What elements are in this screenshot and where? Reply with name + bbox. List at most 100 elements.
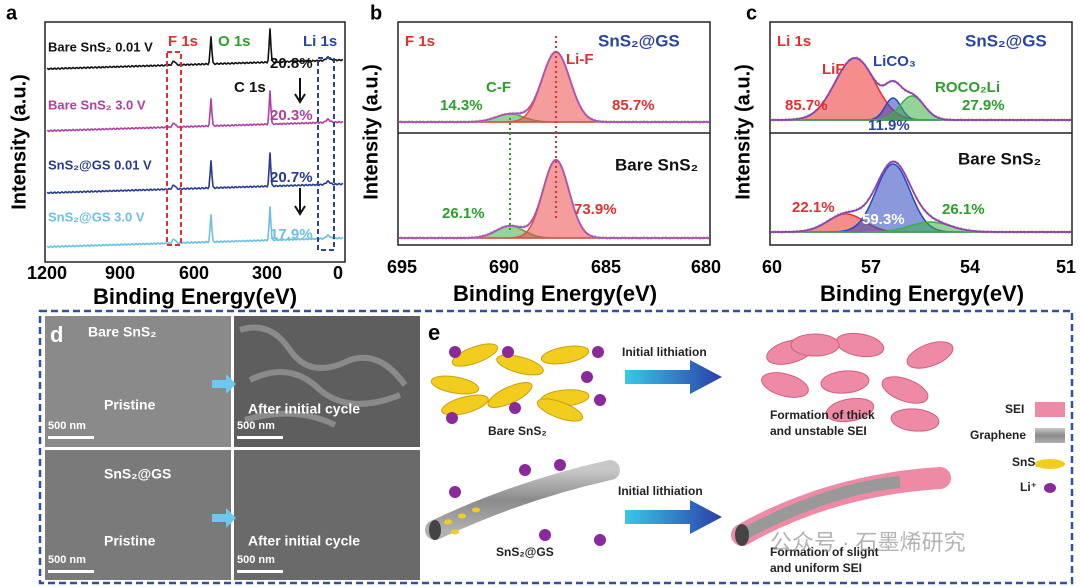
scale-bars: [48, 436, 283, 573]
percent-label: 26.1%: [942, 201, 985, 218]
percent-label: 85.7%: [785, 97, 828, 114]
panel-letter: d: [50, 322, 63, 347]
caption-line: Formation of slight: [770, 545, 879, 559]
li-ion: [594, 394, 606, 406]
sem-image: [234, 450, 420, 580]
image-label: Pristine: [104, 397, 156, 413]
sample-label: Bare SnS₂: [958, 149, 1041, 168]
legend-swatch: [1035, 428, 1065, 443]
panel-letter: a: [6, 2, 18, 24]
peak-name: LiF: [822, 61, 845, 78]
graphene-tube: [425, 460, 620, 540]
percent-label: 22.1%: [792, 199, 835, 216]
li-ion: [449, 486, 461, 498]
legend-swatch: [1044, 483, 1056, 493]
spectra: [46, 28, 344, 249]
watermark: 公众号 · 石墨烯研究: [770, 530, 966, 555]
percent-label: 20.3%: [270, 107, 313, 124]
trace-label: Bare SnS₂ 3.0 V: [48, 97, 146, 112]
spectrum: [46, 28, 344, 71]
sns2-particle: [540, 345, 590, 365]
sns2-particle: [496, 354, 544, 376]
x-tick-label: 685: [591, 257, 621, 277]
li-ion: [539, 529, 551, 541]
li-ion: [502, 346, 514, 358]
peak-name: Li-F: [566, 51, 594, 68]
peak-label: F 1s: [168, 33, 198, 50]
percent-label: 85.7%: [612, 97, 655, 114]
plot-frame: [44, 21, 346, 263]
caption-line: and uniform SEI: [770, 561, 862, 575]
spectra: [398, 50, 710, 241]
peak-name: LiCO₃: [873, 53, 916, 70]
y-axis-label: Intensity (a.u.): [732, 64, 754, 200]
sei-particle: [835, 332, 885, 358]
x-tick-label: 600: [179, 263, 209, 283]
arrow: [625, 360, 722, 394]
sns2-particle: [444, 519, 452, 525]
li-ion: [519, 464, 531, 476]
spectrum: [46, 152, 344, 195]
spectrum: [46, 206, 344, 249]
sample-label: SnS₂@GS: [104, 466, 171, 482]
corner-label: F 1s: [405, 33, 435, 50]
peak-name: ROCO₂Li: [935, 79, 1000, 96]
sei-particle: [825, 397, 875, 423]
scale-label: 500 nm: [237, 420, 275, 432]
li-ion: [594, 534, 606, 546]
li-ion: [592, 346, 604, 358]
sample-label: SnS₂@GS: [496, 545, 554, 559]
envelope: [399, 51, 709, 123]
sei-particle: [890, 408, 940, 432]
x-tick-label: 54: [960, 257, 980, 277]
percent-label: 73.9%: [574, 201, 617, 218]
spectra: [770, 55, 1072, 235]
sample-label: SnS₂@GS: [965, 31, 1047, 50]
scale-bar: [237, 570, 283, 573]
sns2-particle: [451, 343, 499, 367]
sem-image: [45, 316, 231, 447]
li-ion: [446, 412, 458, 424]
trace-label: SnS₂@GS 0.01 V: [48, 157, 152, 172]
image-label: After initial cycle: [248, 533, 360, 549]
trace-label: SnS₂@GS 3.0 V: [48, 209, 145, 224]
scale-bar: [237, 436, 283, 439]
percent-label: 27.9%: [962, 97, 1005, 114]
sns2-particle: [458, 513, 466, 519]
li-ion: [509, 402, 521, 414]
sem-image: [234, 316, 420, 447]
sns2-particle: [472, 507, 480, 513]
spectrum: [46, 90, 344, 133]
image-label: After initial cycle: [248, 401, 360, 417]
peak-label: Li 1s: [303, 33, 337, 50]
x-tick-label: 57: [861, 257, 881, 277]
graphene-core: [739, 476, 901, 541]
x-tick-label: 51: [1056, 257, 1076, 277]
schematic: [425, 332, 954, 546]
sample-label: SnS₂@GS: [598, 31, 680, 50]
x-tick-label: 1200: [27, 263, 67, 283]
x-tick-label: 60: [762, 257, 782, 277]
panel-letter: b: [370, 2, 382, 24]
percent-label: 26.1%: [442, 205, 485, 222]
arrow: [625, 500, 722, 534]
percent-label: 59.3%: [862, 211, 905, 228]
envelope: [771, 57, 1071, 121]
x-tick-label: 680: [691, 257, 721, 277]
tube-end: [735, 524, 749, 546]
x-axis-label: Binding Energy(eV): [820, 281, 1024, 306]
li-ion: [554, 459, 566, 471]
sample-label: Bare SnS₂: [488, 424, 547, 438]
x-tick-label: 690: [489, 257, 519, 277]
percent-label: 11.9%: [868, 117, 910, 134]
peak-label: O 1s: [218, 33, 251, 50]
envelope: [399, 158, 709, 239]
x-tick-label: 695: [387, 257, 417, 277]
y-axis-label: Intensity (a.u.): [360, 64, 382, 200]
sei-particle: [881, 376, 929, 404]
process-label: Initial lithiation: [618, 484, 703, 498]
legend-label: SnS₂: [1012, 455, 1041, 469]
sns2-particle: [536, 398, 584, 422]
sample-label: Bare SnS₂: [615, 155, 698, 174]
